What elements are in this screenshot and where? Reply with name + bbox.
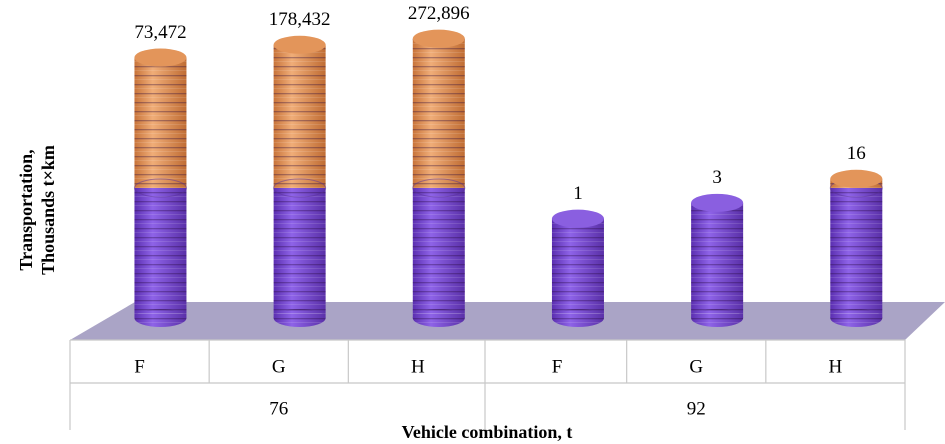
y-label-line: Thousands t×km bbox=[38, 145, 58, 275]
data-label: 16 bbox=[847, 143, 866, 164]
group-label: 76 bbox=[269, 398, 288, 419]
category-table bbox=[69, 339, 906, 430]
x-tick-label: F bbox=[134, 356, 145, 377]
data-label: 272,896 bbox=[408, 3, 470, 24]
x-tick-label: G bbox=[689, 356, 703, 377]
segment-seam bbox=[412, 178, 466, 198]
cylinder-texture bbox=[273, 188, 326, 318]
cylinder-top bbox=[273, 35, 326, 54]
y-axis-title: Transportation, Thousands t×km bbox=[16, 145, 58, 275]
cylinder-texture bbox=[412, 38, 465, 188]
cylinder bbox=[829, 169, 883, 327]
cylinder-top bbox=[691, 193, 744, 212]
cylinder bbox=[551, 209, 604, 327]
cylinder-top bbox=[412, 29, 465, 48]
x-axis-title: Vehicle combination, t bbox=[402, 422, 573, 442]
cylinder-texture bbox=[134, 188, 187, 318]
cylinder-top bbox=[830, 169, 883, 188]
x-tick-label: H bbox=[829, 356, 843, 377]
floor bbox=[70, 302, 945, 340]
data-label: 73,472 bbox=[134, 22, 186, 43]
cylinder-top bbox=[551, 209, 604, 228]
cylinder bbox=[273, 35, 327, 327]
cylinder-texture bbox=[134, 57, 187, 189]
cylinder-texture bbox=[830, 188, 883, 318]
y-label-line: Transportation, bbox=[16, 149, 36, 270]
cylinder bbox=[691, 193, 744, 327]
cylinder-top bbox=[134, 48, 187, 67]
data-label: 178,432 bbox=[269, 9, 331, 30]
cylinder-bottom-texture bbox=[134, 309, 187, 327]
segment-seam bbox=[273, 178, 327, 198]
cylinder-texture bbox=[551, 218, 604, 318]
segment-seam bbox=[133, 178, 187, 198]
cylinder-bottom-texture bbox=[830, 309, 883, 327]
cylinder-bottom-texture bbox=[273, 309, 326, 327]
x-tick-label: H bbox=[411, 356, 425, 377]
group-label: 92 bbox=[687, 398, 706, 419]
cylinder-texture bbox=[691, 202, 744, 318]
cylinder-bottom-texture bbox=[691, 309, 744, 327]
data-label: 1 bbox=[573, 183, 583, 204]
data-label: 3 bbox=[712, 167, 722, 188]
x-tick-label: F bbox=[552, 356, 563, 377]
cylinder bbox=[412, 29, 466, 327]
cylinder-texture bbox=[273, 44, 326, 188]
x-tick-label: G bbox=[272, 356, 286, 377]
cylinder bbox=[133, 48, 187, 327]
cylinder-bottom-texture bbox=[412, 309, 465, 327]
cylinder-bottom-texture bbox=[551, 309, 604, 327]
cylinder-texture bbox=[412, 188, 465, 318]
